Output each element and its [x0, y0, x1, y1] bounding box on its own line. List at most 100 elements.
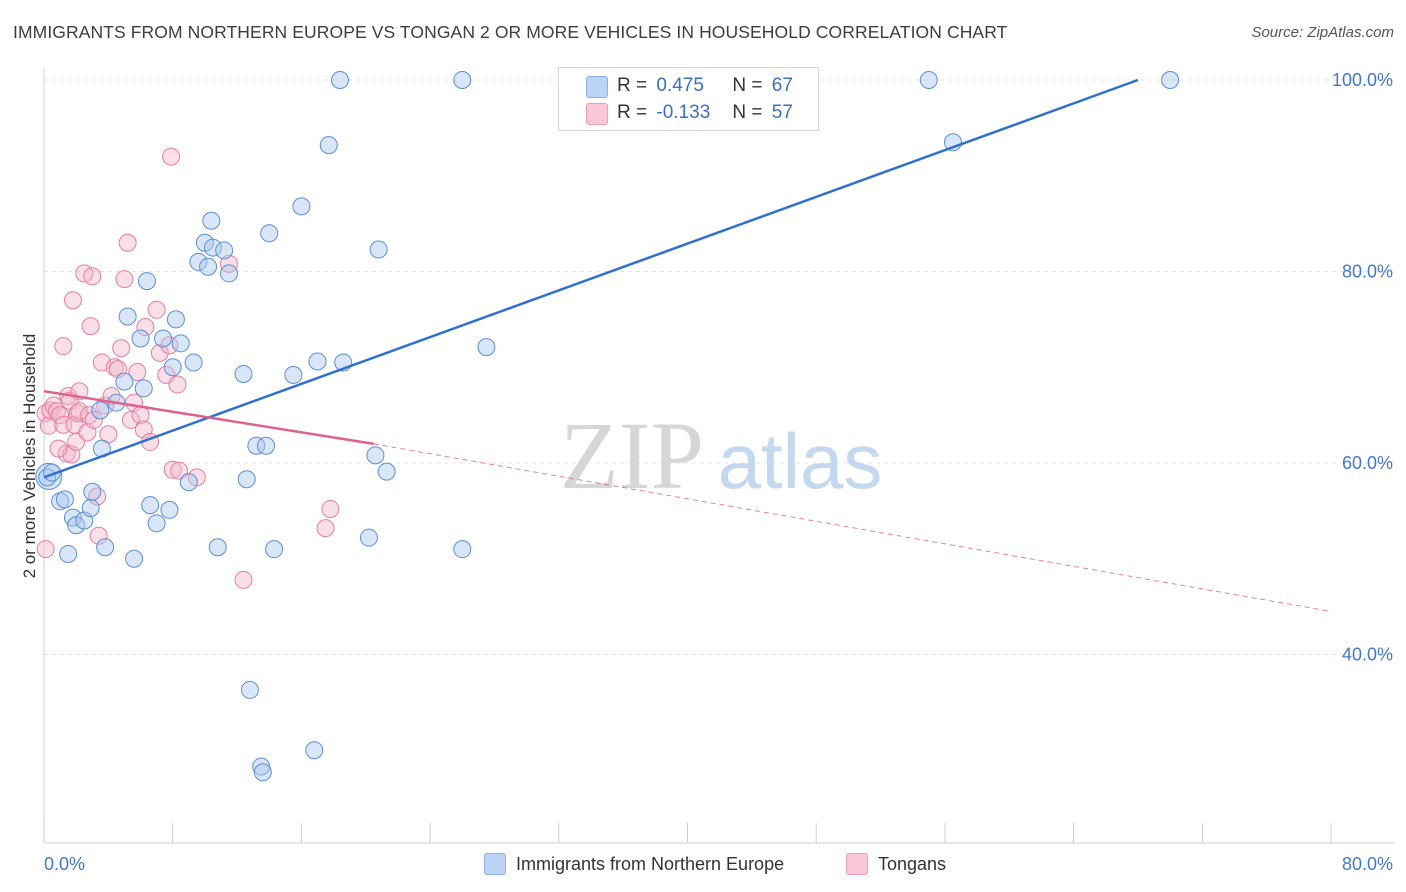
northern-europe-point	[237, 470, 256, 489]
tongans-point	[39, 416, 58, 435]
series-northern-europe-points	[35, 71, 1180, 782]
tongans-point	[63, 291, 82, 310]
y-tick-label: 100.0%	[1332, 70, 1393, 90]
northern-europe-point	[189, 252, 208, 271]
tongans-point	[70, 402, 89, 421]
northern-europe-point	[240, 680, 259, 699]
northern-europe-point	[247, 436, 266, 455]
legend-r-label: R =	[617, 75, 648, 96]
northern-europe-point	[234, 364, 253, 383]
northern-europe-point	[115, 372, 134, 391]
watermark: ZIP atlas	[560, 402, 882, 509]
northern-europe-point	[131, 329, 150, 348]
northern-europe-point	[81, 499, 100, 518]
tongans-point	[105, 358, 124, 377]
tongans-point	[220, 254, 239, 273]
northern-europe-point	[83, 482, 102, 501]
source-label: Source: ZipAtlas.com	[1251, 24, 1394, 41]
chart-title: IMMIGRANTS FROM NORTHERN EUROPE VS TONGA…	[13, 22, 1008, 42]
axes	[43, 68, 1395, 844]
northern-europe-point	[1161, 71, 1180, 89]
northern-europe-point	[260, 224, 279, 243]
northern-europe-point	[453, 71, 472, 89]
legend-r-value-blue: 0.475	[656, 75, 704, 96]
tongans-point	[51, 406, 70, 425]
tongans-point	[83, 267, 102, 286]
legend-n-value-pink: 57	[771, 102, 793, 123]
legend-r-value-pink: -0.133	[656, 102, 711, 123]
northern-europe-point	[377, 462, 396, 481]
y-tick-label: 80.0%	[1342, 262, 1393, 282]
northern-europe-point	[171, 334, 190, 353]
northern-europe-point	[118, 307, 137, 326]
northern-europe-point	[154, 329, 173, 348]
legend-row-pink: R = -0.133 N = 57	[617, 101, 793, 125]
bottom-legend-item-tongans[interactable]: Tongans	[846, 852, 946, 876]
tongans-point	[49, 439, 68, 458]
northern-europe-point	[208, 538, 227, 557]
watermark-atlas: atlas	[718, 417, 883, 505]
northern-europe-point	[305, 741, 324, 760]
tongans-point	[89, 526, 108, 545]
northern-europe-point	[184, 353, 203, 372]
trend-lines	[43, 78, 1332, 612]
legend-row-blue: R = 0.475 N = 67	[617, 74, 793, 98]
legend-r-label: R =	[617, 102, 648, 123]
northern-europe-point	[253, 763, 272, 782]
northern-europe-point	[220, 264, 239, 283]
northern-europe-point	[919, 71, 938, 89]
northern-europe-point	[265, 540, 284, 559]
northern-europe-point	[257, 436, 276, 455]
tongans-point	[136, 318, 155, 337]
northern-europe-point	[215, 241, 234, 260]
bottom-legend-label-pink: Tongans	[878, 853, 947, 874]
tongans-point	[84, 410, 103, 429]
northern-europe-point	[202, 211, 221, 230]
tongans-point	[150, 343, 169, 362]
bottom-legend-label-blue: Immigrants from Northern Europe	[516, 853, 785, 874]
tongans-point	[54, 337, 73, 356]
tongans-point	[41, 401, 60, 420]
tongans-point	[162, 147, 181, 166]
northern-europe-point	[134, 379, 153, 398]
legend-swatch-blue	[586, 76, 608, 98]
tongans-point	[234, 570, 253, 589]
bottom-legend-item-northern-europe[interactable]: Immigrants from Northern Europe	[484, 852, 784, 876]
northern-europe-point	[284, 365, 303, 384]
northern-europe-point	[308, 352, 327, 371]
legend-n-label: N =	[732, 102, 763, 123]
northern-europe-point	[179, 473, 198, 492]
northern-europe-point	[319, 136, 338, 155]
northern-europe-point	[163, 358, 182, 377]
northern-europe-point	[55, 490, 74, 509]
northern-europe-point	[160, 500, 179, 519]
tongans-point	[147, 300, 166, 319]
northern-europe-point	[366, 446, 385, 465]
tongans-point	[168, 375, 187, 394]
tongans-point	[160, 336, 179, 355]
tongans-point	[128, 363, 147, 382]
northern-europe-point	[199, 257, 218, 276]
watermark-zip: ZIP	[560, 402, 704, 509]
bottom-legend-swatch-blue	[484, 853, 506, 875]
axis-labels: 40.0% 60.0% 80.0% 100.0% 0.0% 80.0% 2 or more …	[20, 70, 1393, 874]
tongans-point	[36, 540, 55, 559]
tongans-point	[321, 499, 340, 518]
legend-swatch-pink	[586, 103, 608, 125]
northern-europe-trend-line	[43, 78, 1139, 479]
tongans-point	[115, 270, 134, 289]
northern-europe-point	[59, 544, 78, 563]
northern-europe-point	[477, 338, 496, 357]
y-tick-label: 60.0%	[1342, 453, 1393, 473]
northern-europe-point	[359, 528, 378, 547]
tongans-point	[316, 519, 335, 538]
legend-n-value-blue: 67	[771, 75, 793, 96]
tongans-point	[112, 339, 131, 358]
northern-europe-point	[96, 538, 115, 557]
tongans-point	[88, 487, 107, 506]
tongans-point	[118, 233, 137, 252]
northern-europe-point	[453, 540, 472, 559]
northern-europe-point	[292, 197, 311, 216]
y-tick-label: 40.0%	[1342, 645, 1393, 665]
